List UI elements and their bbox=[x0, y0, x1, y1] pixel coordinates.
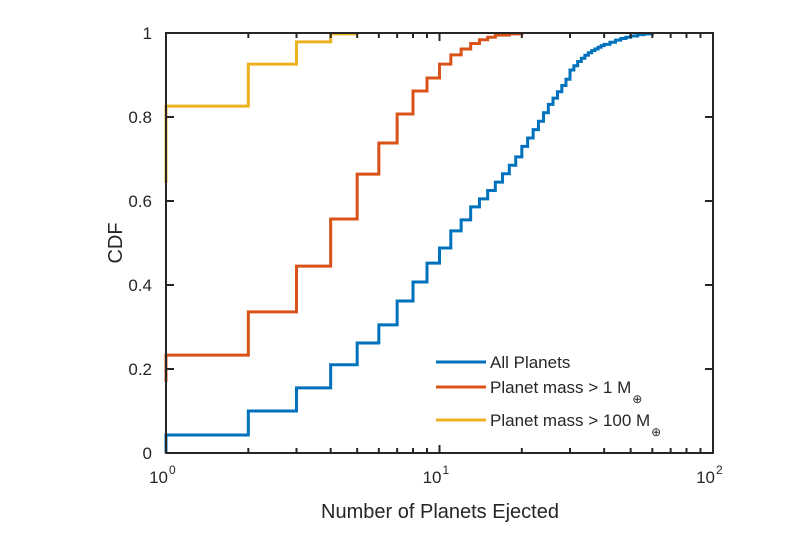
legend-label: All Planets bbox=[490, 353, 570, 372]
x-axis-label: Number of Planets Ejected bbox=[321, 501, 559, 523]
ticks bbox=[166, 32, 713, 454]
legend-entry-2: Planet mass > 100 M⊕ bbox=[436, 411, 661, 439]
x-tick-label: 10 2 bbox=[696, 463, 723, 487]
legend-label: Planet mass > 1 M bbox=[490, 378, 631, 397]
x-tick-label: 10 1 bbox=[423, 463, 450, 487]
x-tick-label-base: 10 bbox=[423, 468, 442, 487]
y-axis-label: CDF bbox=[105, 222, 127, 263]
legend-entry-0: All Planets bbox=[436, 353, 570, 372]
legend-label: Planet mass > 100 M bbox=[490, 411, 650, 430]
legend-label-subscript: ⊕ bbox=[651, 425, 661, 439]
y-tick-label: 0.2 bbox=[128, 360, 152, 379]
x-tick-label-exponent: 1 bbox=[443, 463, 450, 477]
x-tick-label-base: 10 bbox=[149, 468, 168, 487]
x-tick-label-exponent: 2 bbox=[716, 463, 723, 477]
x-tick-label: 10 0 bbox=[149, 463, 176, 487]
x-tick-label-base: 10 bbox=[696, 468, 715, 487]
series-line-0 bbox=[164, 32, 654, 453]
y-tick-label: 0.6 bbox=[128, 192, 152, 211]
y-tick-label: 1 bbox=[143, 24, 152, 43]
series-line-1 bbox=[164, 32, 524, 383]
legend-label-subscript: ⊕ bbox=[632, 392, 642, 406]
legend-entry-1: Planet mass > 1 M⊕ bbox=[436, 378, 642, 406]
series-line-2 bbox=[164, 32, 359, 183]
y-tick-label: 0 bbox=[143, 444, 152, 463]
y-tick-label: 0.4 bbox=[128, 276, 152, 295]
x-tick-label-exponent: 0 bbox=[169, 463, 176, 477]
y-tick-label: 0.8 bbox=[128, 108, 152, 127]
